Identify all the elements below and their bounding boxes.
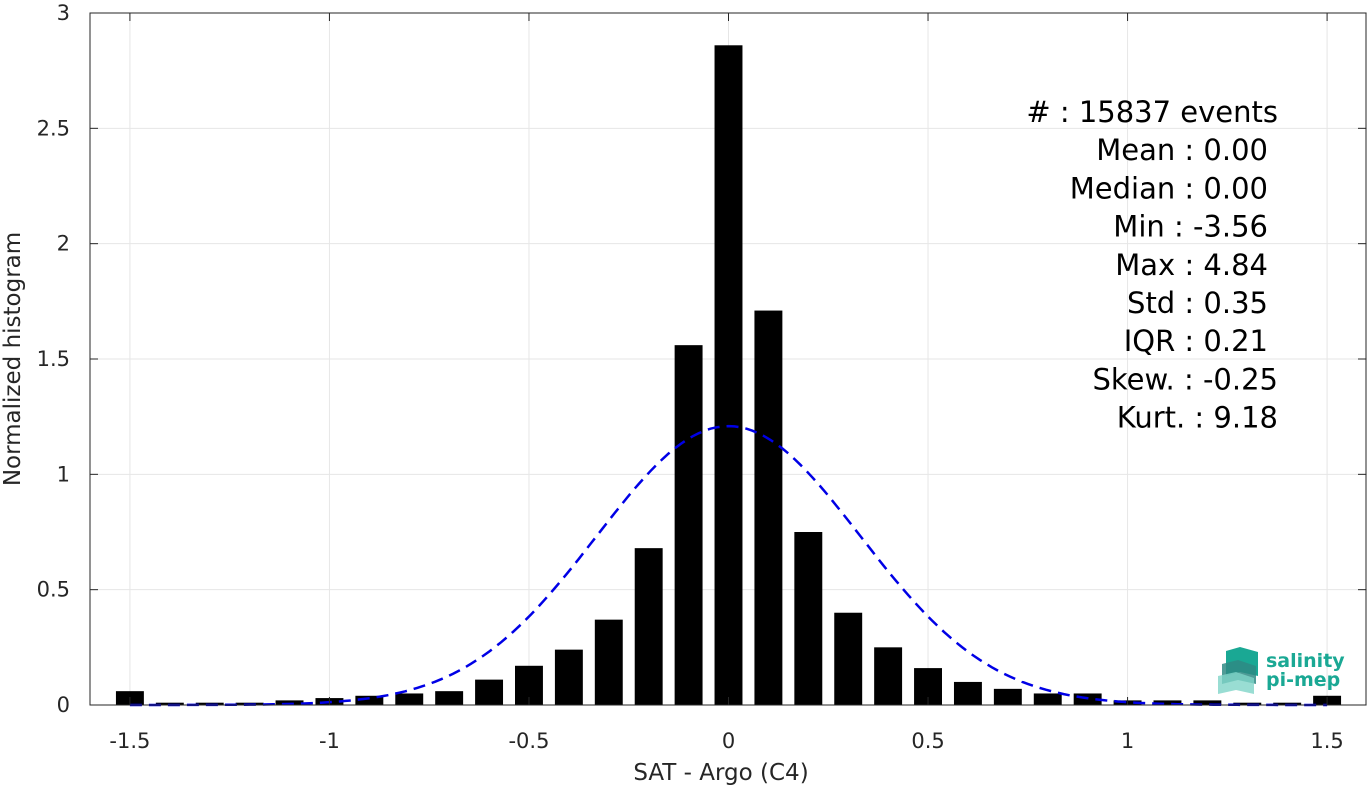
stats-panel: # : 15837 events Mean : 0.00 Median : 0.00… (1026, 95, 1278, 435)
y-tick-label: 0.5 (37, 578, 70, 602)
histogram-bar (834, 612, 863, 705)
histogram-bar (714, 45, 743, 705)
histogram-bar (674, 345, 703, 705)
stats-line: IQR : 0.21 (1124, 324, 1268, 358)
stats-line: Skew. : -0.25 (1092, 362, 1278, 396)
x-axis-label: SAT - Argo (C4) (633, 760, 808, 786)
x-tick-labels: -1.5 -1 -0.5 0 0.5 1 1.5 (109, 729, 1343, 753)
histogram-bar (754, 310, 783, 705)
stats-line: Mean : 0.00 (1096, 133, 1268, 167)
y-tick-label: 2.5 (37, 116, 70, 140)
x-tick-label: -0.5 (508, 729, 549, 753)
logo-line1: salinity (1266, 650, 1345, 672)
x-tick-label: 1 (1121, 729, 1134, 753)
stats-line: Std : 0.35 (1127, 286, 1268, 320)
y-tick-labels: 0 0.5 1 1.5 2 2.5 3 (37, 1, 70, 717)
histogram-bar (475, 679, 504, 705)
histogram-bar (1193, 700, 1222, 705)
histogram-bar (1153, 700, 1182, 705)
histogram-bar (874, 647, 903, 705)
x-tick-label: 0.5 (911, 729, 944, 753)
histogram-bar (554, 649, 583, 705)
logo-line2: pi-mep (1266, 669, 1340, 691)
stats-line: # : 15837 events (1026, 95, 1278, 129)
histogram-bar (794, 532, 823, 705)
axis-ticks (90, 12, 1366, 706)
histogram-bar (594, 619, 623, 705)
histogram-bar (435, 691, 464, 705)
histogram-bar (395, 693, 424, 705)
stats-line: Kurt. : 9.18 (1117, 401, 1278, 435)
stats-line: Max : 4.84 (1115, 248, 1268, 282)
stats-line: Min : -3.56 (1113, 210, 1268, 244)
y-tick-label: 2 (57, 232, 70, 256)
x-tick-label: -1 (319, 729, 340, 753)
x-tick-label: 1.5 (1310, 729, 1343, 753)
salinity-pi-mep-logo: salinity pi-mep (1218, 647, 1345, 694)
y-tick-label: 1.5 (37, 347, 70, 371)
y-tick-label: 0 (57, 693, 70, 717)
x-tick-label: 0 (722, 729, 735, 753)
stats-line: Median : 0.00 (1070, 171, 1268, 205)
histogram-bar (993, 688, 1022, 705)
y-tick-label: 3 (57, 1, 70, 25)
histogram-bar (1033, 693, 1062, 705)
y-axis-label: Normalized histogram (0, 232, 26, 486)
x-tick-label: -1.5 (109, 729, 150, 753)
histogram-bar (634, 548, 663, 705)
y-tick-label: 1 (57, 462, 70, 486)
histogram-bar (355, 695, 384, 705)
histogram-bar (953, 681, 982, 705)
logo-mark-icon (1218, 647, 1258, 694)
histogram-bars (115, 45, 1342, 705)
